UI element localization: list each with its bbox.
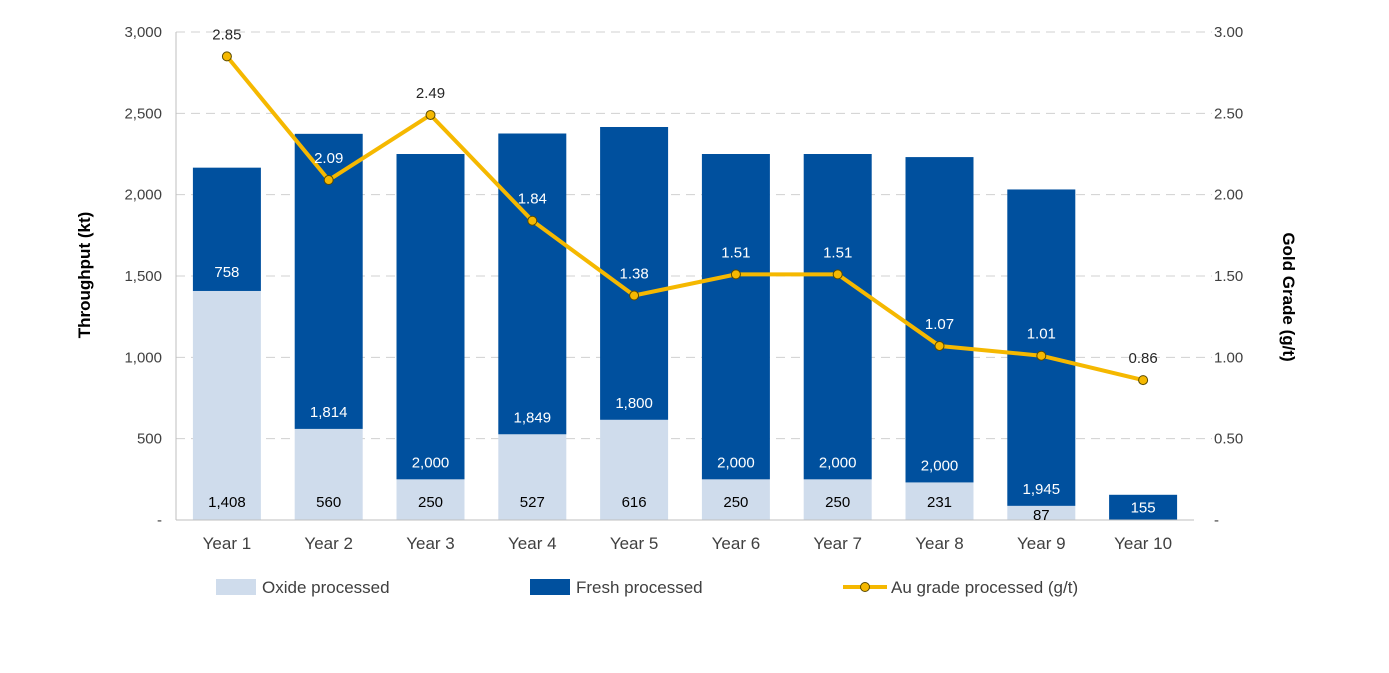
y2-tick-label: 1.00 [1214,349,1243,366]
data-label-fresh: 1,814 [310,404,348,421]
y2-tick-label: - [1214,512,1219,529]
x-tick-label: Year 10 [1114,534,1172,553]
grade-point [1138,375,1149,386]
x-tick-label: Year 2 [304,534,353,553]
y2-tick-label: 2.50 [1214,105,1243,122]
grade-point [1036,350,1047,361]
y-tick-label: 2,000 [124,187,162,204]
y-tick-label: 3,000 [124,24,162,41]
legend: Oxide processed Fresh processed Au grade p… [216,578,1078,597]
bar-oxide [1007,505,1076,520]
bar-fresh [1007,189,1076,506]
data-label-oxide: 250 [418,494,443,511]
grade-point [425,109,436,120]
grade-line [221,51,1149,386]
data-label-fresh: 1,800 [615,395,653,412]
bar-fresh [192,167,261,291]
data-label-grade: 1.51 [823,244,852,261]
x-tick-label: Year 6 [712,534,761,553]
grade-point [934,340,945,351]
data-label-oxide: 527 [520,494,545,511]
x-tick-label: Year 5 [610,534,659,553]
y-axis-title: Throughput (kt) [75,212,94,339]
bar-oxide [701,479,770,520]
grade-point [832,269,843,280]
data-label-grade: 1.07 [925,316,954,333]
legend-swatch-fresh [530,579,570,595]
y-tick-label: - [157,512,162,529]
data-labels: 1,408 758 560 1,814 250 2,000 527 1,849 616 1,800… [208,26,1158,524]
data-label-grade: 0.86 [1128,350,1157,367]
x-tick-label: Year 9 [1017,534,1066,553]
bar-fresh [1109,494,1178,520]
data-label-fresh: 1,849 [514,409,552,426]
bar-fresh [905,157,974,483]
bar-oxide [294,428,363,520]
data-label-oxide: 231 [927,494,952,511]
y-tick-label: 1,500 [124,268,162,285]
y-tick-label: 1,000 [124,349,162,366]
y2-tick-label: 2.00 [1214,187,1243,204]
data-label-fresh: 1,945 [1023,481,1061,498]
grade-point [730,269,741,280]
grade-point [221,51,232,62]
y2-tick-label: 3.00 [1214,24,1243,41]
bar-oxide [600,419,669,520]
grade-point [527,215,538,226]
data-label-fresh: 2,000 [717,454,755,471]
bar-oxide [498,434,567,520]
bar-fresh [701,154,770,480]
grade-line-path [225,55,1144,383]
x-tick-label: Year 1 [203,534,252,553]
data-label-grade: 2.09 [314,150,343,167]
data-label-grade: 1.38 [619,266,648,283]
y-tick-label: 2,500 [124,105,162,122]
bar-oxide [803,479,872,520]
y2-tick-label: 0.50 [1214,431,1243,448]
legend-label-oxide: Oxide processed [262,578,390,597]
y2-tick-label: 1.50 [1214,268,1243,285]
y2-axis-title: Gold Grade (g/t) [1279,232,1298,361]
data-label-fresh: 155 [1131,499,1156,516]
data-label-oxide: 560 [316,494,341,511]
data-label-fresh: 758 [214,264,239,281]
bar-oxide [396,479,465,520]
bar-oxide [905,482,974,520]
bar-oxide [192,290,261,520]
data-label-grade: 1.84 [518,191,547,208]
data-label-oxide: 616 [622,494,647,511]
data-label-oxide: 1,408 [208,494,246,511]
bars [192,126,1178,520]
bar-fresh [498,133,567,435]
data-label-grade: 2.49 [416,85,445,102]
data-label-oxide: 250 [723,494,748,511]
data-label-fresh: 2,000 [921,457,959,474]
data-label-oxide: 87 [1033,507,1050,524]
legend-swatch-oxide [216,579,256,595]
legend-swatch-grade-point [860,582,870,592]
y-tick-label: 500 [137,431,162,448]
data-label-grade: 1.51 [721,244,750,261]
data-label-fresh: 2,000 [819,454,857,471]
x-tick-label: Year 3 [406,534,455,553]
x-tick-label: Year 7 [813,534,862,553]
x-tick-label: Year 4 [508,534,557,553]
bar-fresh [803,154,872,480]
grade-point [629,290,640,301]
data-label-fresh: 2,000 [412,454,450,471]
grade-point [323,175,334,186]
data-label-grade: 2.85 [212,26,241,43]
data-label-grade: 1.01 [1027,326,1056,343]
bar-fresh [396,154,465,480]
legend-label-fresh: Fresh processed [576,578,703,597]
axes: - - 500 0.50 1,000 1.00 1,500 1.50 2,000 2.00 2,50… [124,24,1243,553]
legend-label-grade: Au grade processed (g/t) [891,578,1078,597]
bar-fresh [600,126,669,420]
data-label-oxide: 250 [825,494,850,511]
x-tick-label: Year 8 [915,534,964,553]
